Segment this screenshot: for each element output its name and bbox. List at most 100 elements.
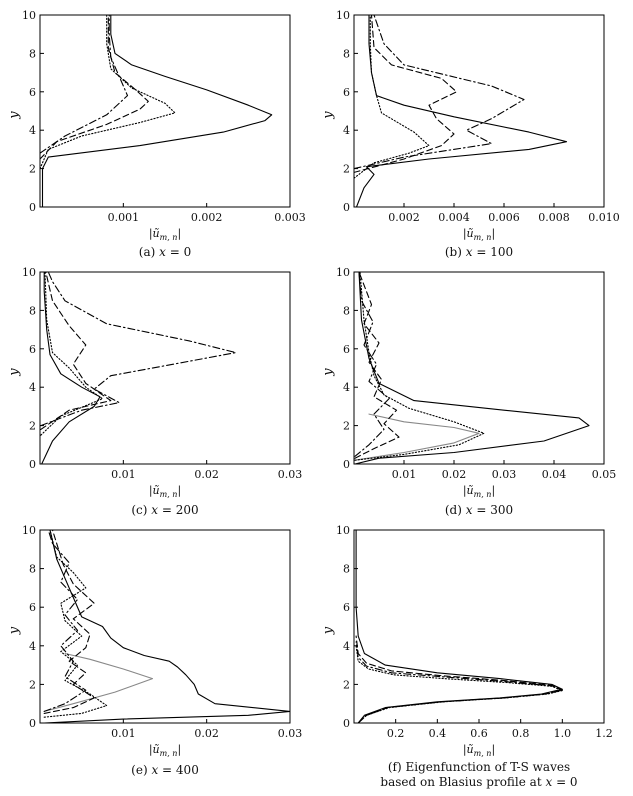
plot-frame <box>39 529 291 724</box>
y-tick-label: 2 <box>343 163 350 176</box>
y-tick-label: 6 <box>343 86 350 99</box>
x-tick-label: 0.002 <box>191 211 223 224</box>
x-tick-label: 0.003 <box>274 211 306 224</box>
x-tick-label: 0.02 <box>442 468 467 481</box>
y-tick-label: 10 <box>22 9 36 22</box>
chart-caption: (b) x = 100 <box>445 245 513 259</box>
y-tick-label: 6 <box>343 343 350 356</box>
x-tick-label: 0.6 <box>470 727 488 740</box>
x-axis-label: |ũm, n| <box>463 484 495 499</box>
series-line-dashdot <box>354 15 525 170</box>
chart-caption: (e) x = 400 <box>131 763 199 777</box>
plot-frame <box>39 271 291 465</box>
y-tick-label: 4 <box>343 381 350 394</box>
y-tick-label: 6 <box>29 601 36 614</box>
series-line-dotted <box>43 530 108 718</box>
x-tick-label: 0.03 <box>278 468 303 481</box>
y-tick-label: 4 <box>29 640 36 653</box>
x-tick-label: 0.02 <box>194 727 219 740</box>
plot-frame <box>353 529 605 724</box>
y-tick-label: 8 <box>29 47 36 60</box>
x-tick-label: 0.008 <box>538 211 570 224</box>
y-axis-label: y <box>321 626 336 635</box>
chart-caption: (a) x = 0 <box>139 245 191 259</box>
x-axis-label: |ũm, n| <box>149 484 181 499</box>
series-line-dotted <box>354 272 485 461</box>
series-line-dashdot <box>355 641 563 723</box>
y-tick-label: 0 <box>29 717 36 730</box>
series-line-solid <box>41 272 101 464</box>
series-line-dashed <box>354 15 458 173</box>
y-tick-label: 8 <box>343 47 350 60</box>
x-tick-label: 0.01 <box>111 468 136 481</box>
x-tick-label: 0.02 <box>194 468 219 481</box>
series-line-solid <box>43 652 154 712</box>
y-axis-label: y <box>7 368 22 377</box>
x-tick-label: 0.03 <box>492 468 517 481</box>
x-tick-label: 0.05 <box>592 468 617 481</box>
y-tick-label: 6 <box>343 601 350 614</box>
chart-caption: (f) Eigenfunction of T-S waves <box>388 760 570 774</box>
x-tick-label: 0.010 <box>588 211 620 224</box>
y-axis-label: y <box>321 368 336 377</box>
x-tick-label: 0.03 <box>278 727 303 740</box>
chart-caption: (c) x = 200 <box>131 503 198 517</box>
y-tick-label: 0 <box>29 201 36 214</box>
x-axis-label: |ũm, n| <box>463 227 495 242</box>
x-tick-label: 0.006 <box>488 211 520 224</box>
chart-c: 0 2 4 6 8 10 0.01 0.02 0.03 y |ũm, n| (c) x = 200 <box>7 266 302 517</box>
x-tick-label: 0.01 <box>111 727 136 740</box>
y-tick-label: 10 <box>336 524 350 537</box>
chart-a: 0 2 4 6 8 10 0.001 0.002 0.003 y |ũm, n| (a) x = 0 <box>7 9 306 259</box>
series-line-dashed <box>40 15 149 160</box>
y-tick-label: 8 <box>343 563 350 576</box>
series-line-solid <box>355 530 563 723</box>
series-line-solid <box>41 15 273 207</box>
y-tick-label: 2 <box>343 420 350 433</box>
x-tick-label: 0.004 <box>438 211 470 224</box>
y-axis-label: y <box>7 111 22 120</box>
x-tick-label: 0.04 <box>542 468 567 481</box>
y-axis-label: y <box>321 111 336 120</box>
y-tick-label: 0 <box>343 201 350 214</box>
chart-e: 0 2 4 6 8 10 0.01 0.02 0.03 y |ũm, n| (e) x = 400 <box>7 524 302 777</box>
y-tick-label: 6 <box>29 343 36 356</box>
chart-caption: (d) x = 300 <box>445 503 513 517</box>
x-tick-label: 1.0 <box>554 727 572 740</box>
y-tick-label: 10 <box>336 266 350 279</box>
plot-frame <box>353 14 605 208</box>
series-line-dotted <box>40 272 104 436</box>
series-line-dotted <box>355 645 563 723</box>
y-tick-label: 8 <box>29 304 36 317</box>
x-tick-label: 0.8 <box>512 727 530 740</box>
y-tick-label: 0 <box>343 717 350 730</box>
x-tick-label: 0.001 <box>108 211 140 224</box>
y-tick-label: 2 <box>29 163 36 176</box>
y-tick-label: 10 <box>336 9 350 22</box>
y-tick-label: 2 <box>343 678 350 691</box>
y-tick-label: 4 <box>29 124 36 137</box>
x-tick-label: 0.2 <box>387 727 405 740</box>
series-line-dashdot <box>43 530 87 712</box>
x-axis-label: |ũm, n| <box>463 743 495 758</box>
x-tick-label: 0.002 <box>388 211 420 224</box>
plot-frame <box>39 14 291 208</box>
chart-caption: based on Blasius profile at x = 0 <box>380 775 577 789</box>
plot-frame <box>353 271 605 465</box>
y-tick-label: 4 <box>343 640 350 653</box>
series-line-dashed <box>40 272 112 430</box>
chart-b: 0 2 4 6 8 10 0.002 0.004 0.006 0.008 0.010 y |ũm, n|… <box>321 9 620 259</box>
y-tick-label: 10 <box>22 266 36 279</box>
y-tick-label: 6 <box>29 86 36 99</box>
y-tick-label: 4 <box>343 124 350 137</box>
y-tick-label: 8 <box>343 304 350 317</box>
x-tick-label: 0.01 <box>392 468 417 481</box>
series-line-solid <box>354 272 590 464</box>
y-axis-label: y <box>7 626 22 635</box>
series-line-solid <box>43 530 290 723</box>
y-tick-label: 0 <box>29 458 36 471</box>
x-axis-label: |ũm, n| <box>149 227 181 242</box>
y-tick-label: 2 <box>29 678 36 691</box>
series-line-dashdot <box>354 272 390 457</box>
